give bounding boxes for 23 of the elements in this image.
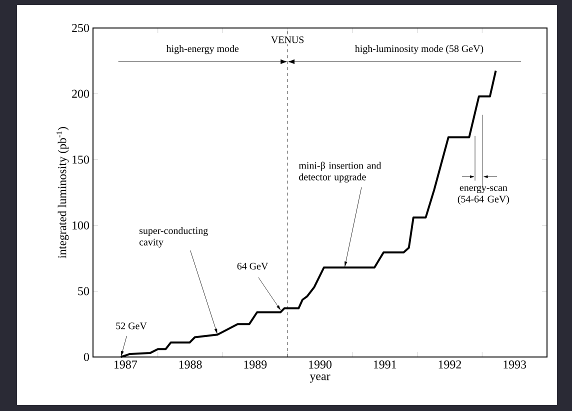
y-tick-label: 200 <box>72 90 90 98</box>
x-tick-label: 1987 <box>114 360 138 369</box>
ref-line-label: VENUS <box>271 36 304 44</box>
y-tick-label: 50 <box>78 287 90 296</box>
annotation: super-conducting cavity <box>139 226 208 248</box>
x-tick-label: 1993 <box>504 360 526 369</box>
annotation: mini-β insertion and detector upgrade <box>298 162 382 182</box>
x-tick-label: 1989 <box>244 360 267 369</box>
annotation: high-energy mode <box>166 45 239 54</box>
y-tick-label: 100 <box>72 221 90 230</box>
y-axis-title: integrated luminosity (pb$^{-1}$) <box>56 127 69 258</box>
annotation: energy-scan (54-64 GeV) <box>458 186 510 204</box>
annotation: high-luminosity mode (58 GeV) <box>355 45 484 54</box>
x-tick-label: 1990 <box>309 360 332 369</box>
y-tick-label: 150 <box>72 156 90 164</box>
x-tick-label: 1992 <box>438 360 462 369</box>
y-tick-label: 0 <box>84 352 90 362</box>
annotation: 52 GeV <box>116 322 147 330</box>
x-tick-label: 1991 <box>374 360 396 369</box>
x-tick-label: 1988 <box>179 360 202 369</box>
y-tick-label: 250 <box>72 24 90 32</box>
x-axis-title: year <box>310 374 330 383</box>
annotation: 64 GeV <box>237 262 268 270</box>
